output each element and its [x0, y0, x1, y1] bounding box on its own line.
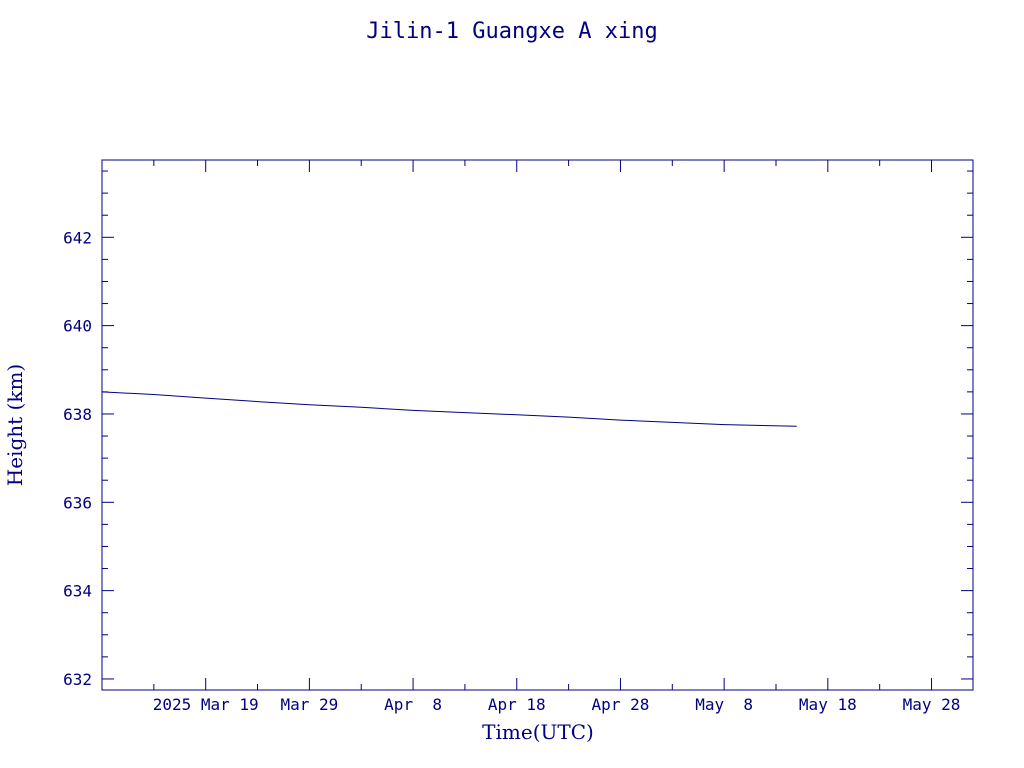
x-tick-label: May 18 — [799, 695, 857, 714]
x-tick-label: Mar 29 — [280, 695, 338, 714]
x-axis-label: Time(UTC) — [482, 720, 594, 744]
y-tick-label: 642 — [63, 228, 92, 247]
data-series — [101, 391, 797, 427]
y-tick-label: 638 — [63, 405, 92, 424]
x-tick-label: 2025 Mar 19 — [153, 695, 259, 714]
x-tick-label: May 28 — [903, 695, 961, 714]
y-tick-label: 632 — [63, 670, 92, 689]
x-tick-label: Apr 18 — [488, 695, 546, 714]
plot-frame — [101, 159, 974, 691]
tick-labels: 632 634 636 638 640 642 2025 Mar 19 Mar 29 Apr 8… — [63, 228, 960, 714]
y-tick-label: 634 — [63, 582, 92, 601]
chart-title: Jilin-1 Guangxe A xing — [366, 19, 657, 44]
axis-ticks — [101, 160, 973, 690]
y-axis-label: Height (km) — [3, 364, 27, 486]
y-tick-label: 636 — [63, 493, 92, 512]
y-tick-label: 640 — [63, 317, 92, 336]
series-line — [101, 391, 797, 427]
x-tick-label: Apr 28 — [592, 695, 650, 714]
x-tick-label: May 8 — [695, 695, 753, 714]
x-tick-label: Apr 8 — [384, 695, 442, 714]
